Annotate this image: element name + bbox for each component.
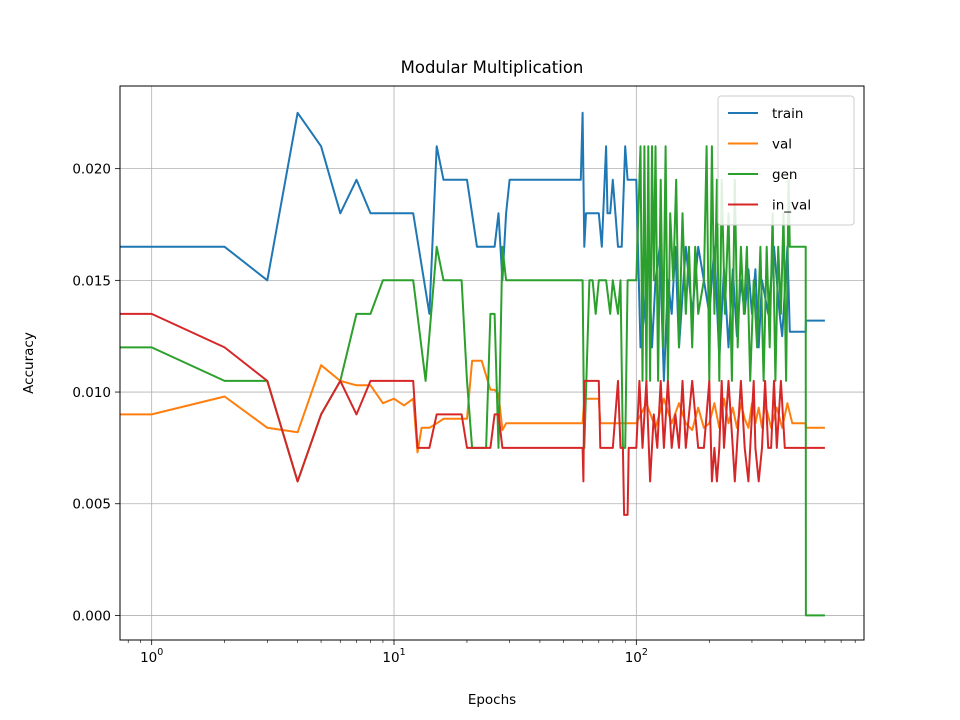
legend-label-train: train <box>772 106 803 122</box>
x-tick-label: 100 <box>140 647 163 666</box>
series-line-in-val <box>120 312 825 516</box>
y-axis-label: Accuracy <box>21 332 37 394</box>
legend-label-in-val: in_val <box>772 198 811 214</box>
y-axis-ticks: 0.000 0.005 0.010 0.015 0.020 <box>72 162 120 624</box>
y-tick-label: 0.020 <box>72 162 111 178</box>
chart-title: Modular Multiplication <box>401 58 584 77</box>
y-tick-label: 0.015 <box>72 273 111 289</box>
y-tick-label: 0.000 <box>72 608 111 624</box>
x-axis-label: Epochs <box>468 692 516 708</box>
legend-box <box>717 95 855 226</box>
series-lines <box>120 111 825 617</box>
x-tick-label: 101 <box>382 647 405 666</box>
series-line-train <box>120 111 825 382</box>
legend: train val gen in_val <box>717 95 855 226</box>
legend-label-gen: gen <box>772 167 797 183</box>
plot-frame <box>119 85 865 641</box>
legend-label-val: val <box>772 137 792 153</box>
y-tick-label: 0.005 <box>72 497 111 513</box>
x-axis-ticks: 100 101 102 <box>127 640 856 666</box>
series-line-gen <box>120 145 825 617</box>
y-tick-label: 0.010 <box>72 385 111 401</box>
x-tick-label: 102 <box>625 647 648 666</box>
